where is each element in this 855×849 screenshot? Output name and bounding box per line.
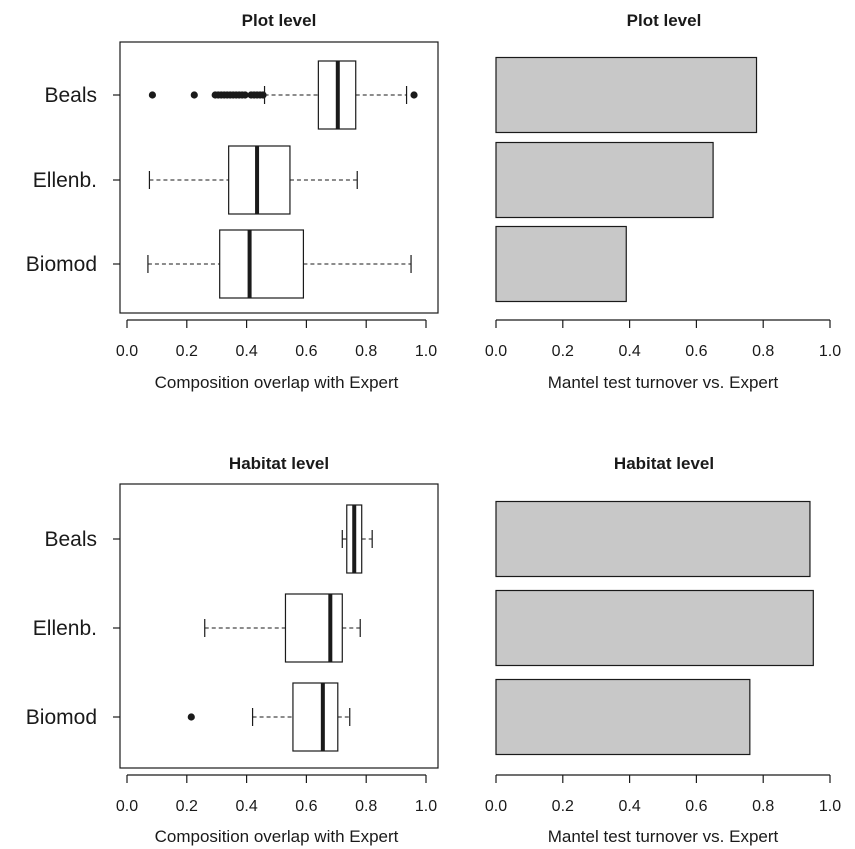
panel-title: Habitat level	[229, 454, 329, 473]
category-label: Ellenb.	[33, 169, 97, 192]
x-tick-label: 0.6	[685, 343, 707, 360]
plot-frame	[119, 483, 439, 769]
x-tick-label: 0.2	[552, 798, 574, 815]
outlier-point	[187, 713, 195, 721]
x-tick-label: 1.0	[415, 343, 437, 360]
x-tick-label: 0.2	[176, 798, 198, 815]
outlier-point	[410, 91, 418, 99]
x-tick-label: 0.8	[355, 343, 377, 360]
x-tick-label: 0.2	[552, 343, 574, 360]
boxplot-beals	[341, 504, 373, 574]
category-label: Ellenb.	[33, 617, 97, 640]
boxplot-ellenb	[148, 145, 358, 215]
boxplot-biomod	[187, 682, 351, 752]
x-tick-label: 1.0	[415, 798, 437, 815]
x-tick-label: 1.0	[819, 343, 841, 360]
boxplot-biomod	[147, 229, 412, 299]
x-tick-label: 0.0	[485, 343, 507, 360]
x-tick-label: 0.0	[485, 798, 507, 815]
x-tick-label: 0.0	[116, 798, 138, 815]
outlier-point	[148, 91, 157, 99]
x-tick-label: 0.6	[685, 798, 707, 815]
panel-title: Plot level	[627, 11, 702, 30]
bar-biomod	[495, 678, 751, 756]
x-axis-label: Mantel test turnover vs. Expert	[548, 373, 779, 392]
panel-title: Plot level	[242, 11, 317, 30]
plot-frame	[119, 41, 439, 314]
x-tick-label: 0.4	[235, 798, 257, 815]
x-tick-label: 0.6	[295, 343, 317, 360]
iqr-box	[284, 593, 343, 663]
x-axis-label: Composition overlap with Expert	[155, 827, 399, 846]
x-axis-label: Composition overlap with Expert	[155, 373, 399, 392]
x-tick-label: 0.4	[618, 343, 640, 360]
iqr-box	[292, 682, 339, 752]
outlier-point	[241, 91, 249, 99]
boxplot-ellenb	[204, 593, 361, 663]
bar-ellenb	[495, 141, 714, 219]
iqr-box	[219, 229, 305, 299]
x-tick-label: 0.4	[235, 343, 257, 360]
x-tick-label: 0.0	[116, 343, 138, 360]
iqr-box	[228, 145, 291, 215]
panel-title: Habitat level	[614, 454, 714, 473]
category-label: Beals	[44, 84, 97, 107]
x-tick-label: 0.8	[355, 798, 377, 815]
category-label: Biomod	[26, 253, 97, 276]
x-tick-label: 0.8	[752, 798, 774, 815]
x-tick-label: 0.8	[752, 343, 774, 360]
x-tick-label: 0.2	[176, 343, 198, 360]
x-tick-label: 1.0	[819, 798, 841, 815]
bar-beals	[495, 500, 811, 578]
bar-ellenb	[495, 589, 814, 667]
category-label: Biomod	[26, 706, 97, 729]
bar-beals	[495, 56, 758, 134]
x-tick-label: 0.4	[618, 798, 640, 815]
x-tick-label: 0.6	[295, 798, 317, 815]
bar-biomod	[495, 225, 627, 303]
category-label: Beals	[44, 528, 97, 551]
x-axis-label: Mantel test turnover vs. Expert	[548, 827, 779, 846]
outlier-point	[259, 91, 267, 99]
boxplot-beals	[148, 60, 418, 130]
outlier-point	[190, 91, 198, 99]
